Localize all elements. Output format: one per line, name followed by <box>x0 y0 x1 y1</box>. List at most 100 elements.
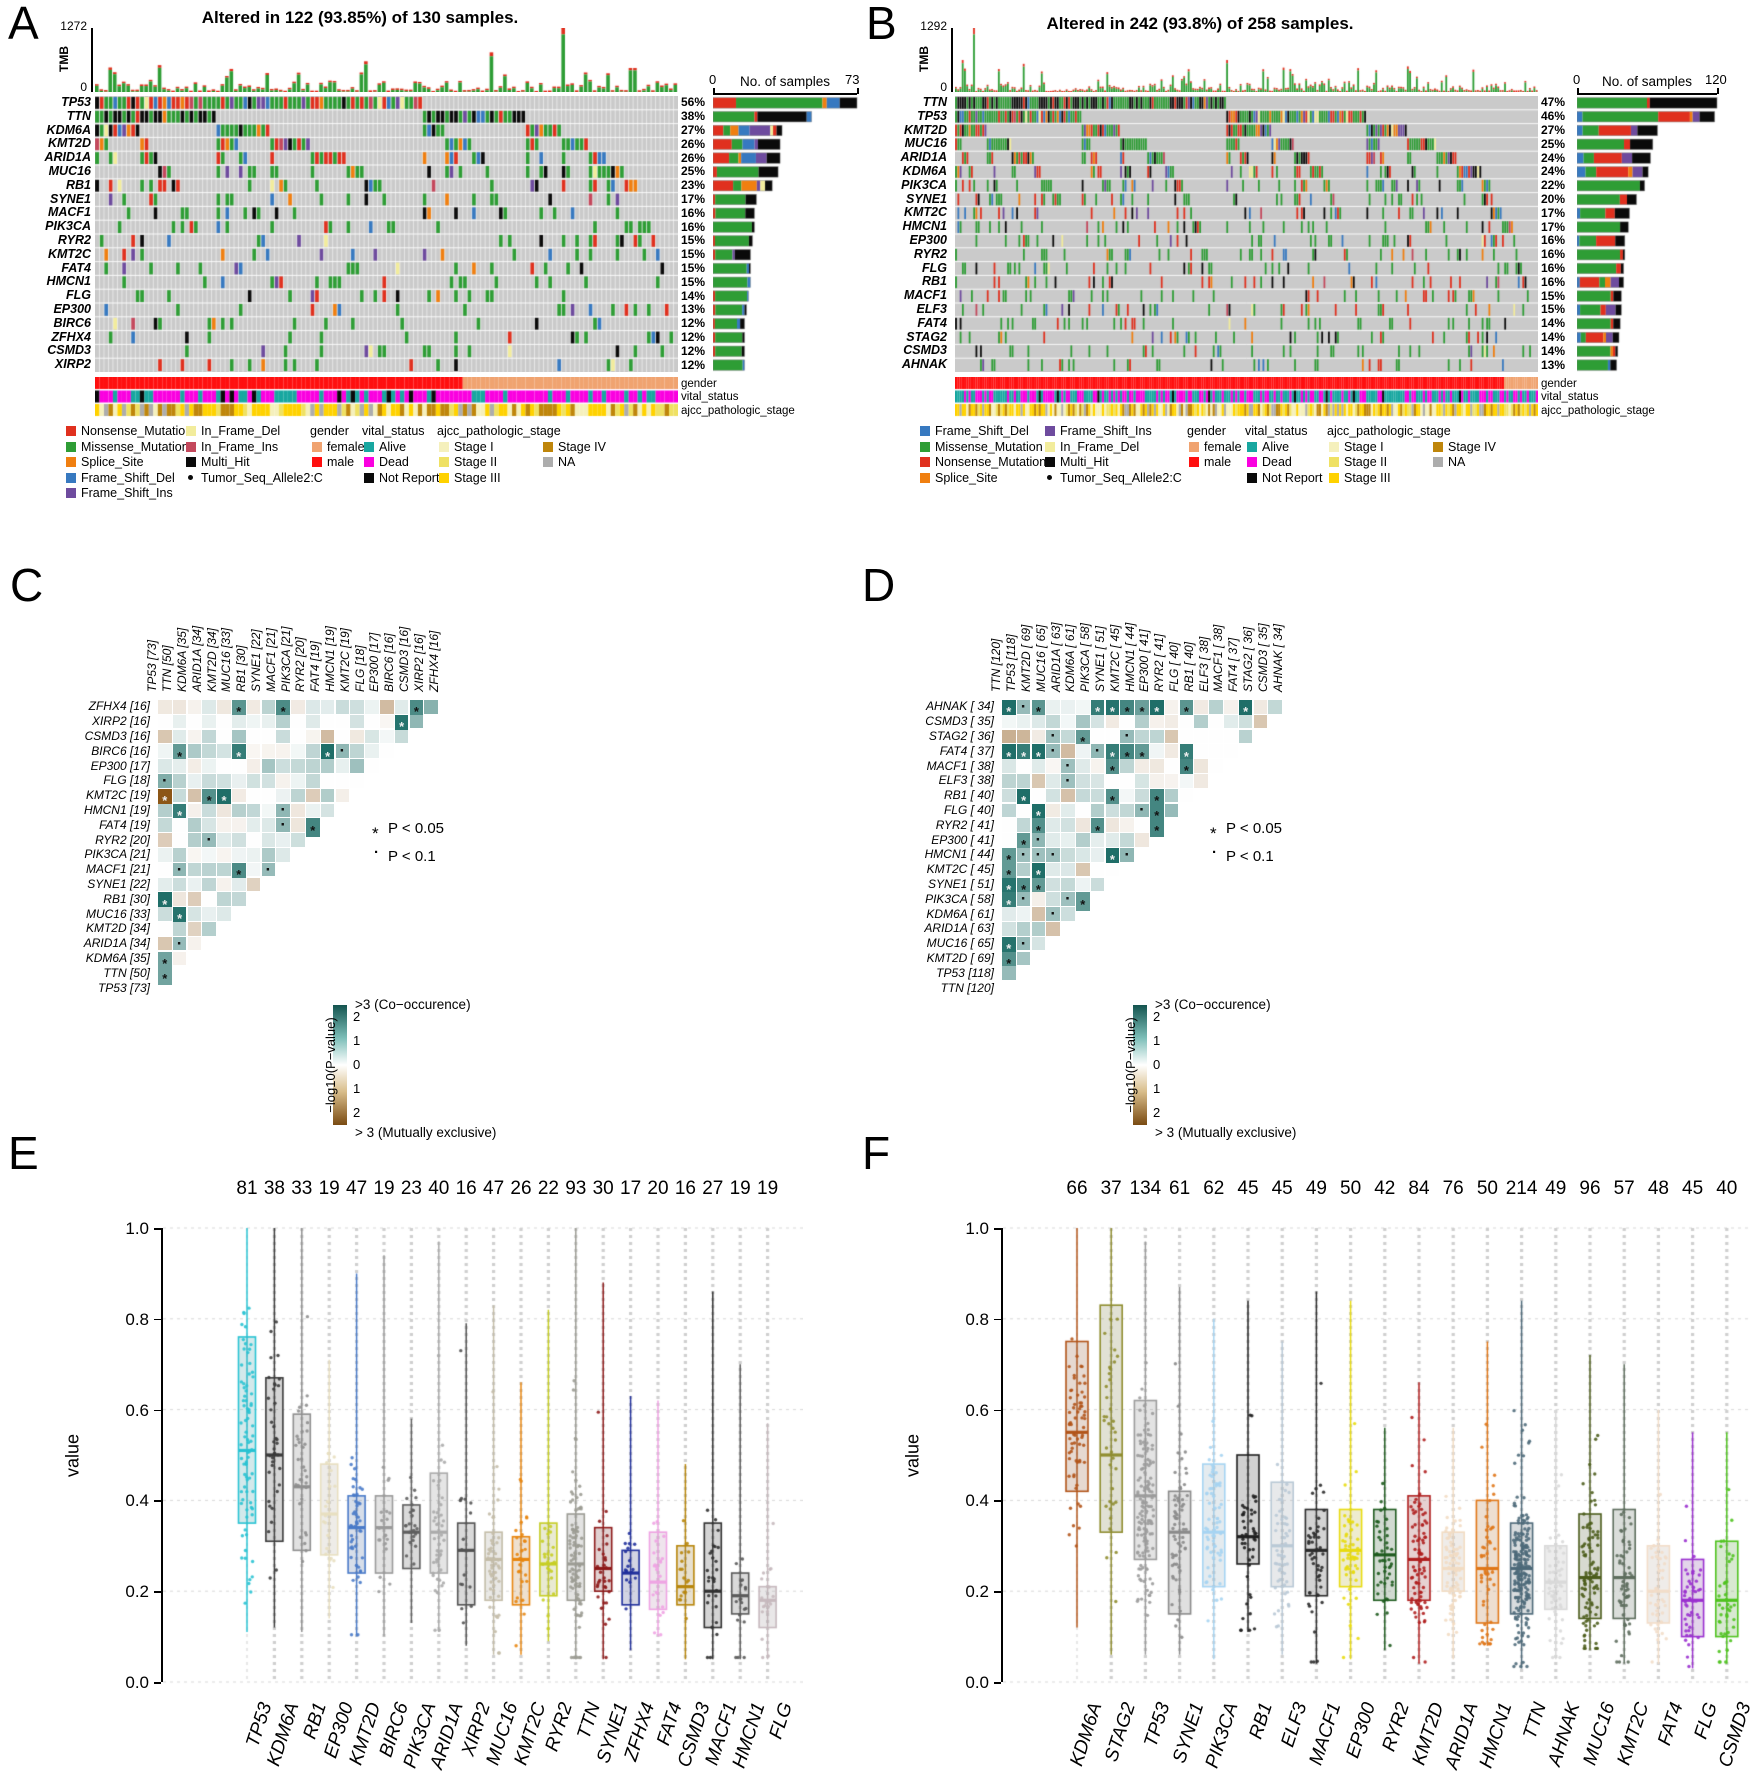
swatch-Stage IV <box>543 441 553 452</box>
heatmap-cell-AHNAK-STAG2 <box>1253 700 1268 714</box>
legend-stage-title: ajcc_pathologic_stage <box>1327 424 1451 438</box>
heatmap-cell-KMT2D-TP53 <box>1016 951 1031 966</box>
heatmap-cell-KMT2D-ARID1A <box>202 922 216 936</box>
heatmap-col-label-SYNE1: SYNE1 [22] <box>249 629 263 692</box>
box-count-KDM6A: 38 <box>263 1178 285 1199</box>
heatmap-cell-RYR2-TTN <box>1002 818 1016 832</box>
colorbar-bottom-label: > 3 (Mutually exclusive) <box>1155 1125 1297 1140</box>
heatmap-cell-RB1-KDM6A <box>187 892 202 906</box>
tmb-max-label: 1292 <box>920 19 947 33</box>
heatmap-cell-BIRC6-ARID1A <box>202 744 216 758</box>
heatmap-cell-KMT2D-TTN <box>172 922 187 936</box>
heatmap-cell-CSMD3-TP53 <box>158 729 172 744</box>
box-count-RB1: 33 <box>291 1178 313 1199</box>
heatmap-col-label-BIRC6: BIRC6 [16] <box>382 633 397 692</box>
heatmap-cell-STAG2-PIK3CA <box>1090 729 1105 744</box>
heatmap-cell-FAT4-TP53 <box>158 818 172 832</box>
heatmap-cell-ELF3-TP53 <box>1016 774 1031 788</box>
box-count-TP53: 134 <box>1129 1178 1162 1199</box>
colorbar-tick-0: 2 <box>353 1009 361 1024</box>
heatmap-col-label-EP300: EP300 [17] <box>367 632 382 692</box>
heatmap-row-label-KMT2D: KMT2D [34] <box>85 921 150 936</box>
heatmap-cell-CSMD3-RB1 <box>1194 714 1208 729</box>
y-tick-F-1.0 <box>994 1228 1001 1230</box>
legend-mutation-Multi_Hit: Multi_Hit <box>1045 455 1109 469</box>
heatmap-cell-KMT2C-KMT2D: * <box>217 788 231 808</box>
gene-label-FAT4: FAT4 <box>917 315 947 330</box>
gene-pct-CSMD3: 12% <box>681 343 706 358</box>
heatmap-cell-STAG2-ARID1A <box>1061 729 1075 744</box>
heatmap-cell-CSMD3-MUC16 <box>232 729 246 744</box>
legend-vital-Alive: Alive <box>364 440 406 454</box>
heatmap-cell-PIK3CA-TP53: · <box>1016 889 1031 908</box>
heatmap-cell-RYR2-ARID1A: · <box>202 830 216 849</box>
colorbar-tick-3: 1 <box>1153 1081 1161 1096</box>
heatmap-cell-STAG2-TTN <box>1002 729 1016 744</box>
heatmap-cell-MACF1-KMT2D <box>1031 759 1046 773</box>
heatmap-cell-HMCN1-TP53 <box>158 803 172 818</box>
gene-label-BIRC6: BIRC6 <box>53 315 91 330</box>
heatmap-row-label-PIK3CA: PIK3CA [ 58] <box>925 891 994 906</box>
p-legend-text-0: P < 0.05 <box>388 820 445 837</box>
swatch-Not Report <box>364 472 374 483</box>
heatmap-cell-XIRP2-RYR2 <box>306 714 320 729</box>
heatmap-cell-KDM6A-TTN <box>1002 907 1016 921</box>
heatmap-col-label-TP53: TP53 [118] <box>1004 634 1019 692</box>
heatmap-row-label-EP300: EP300 [17] <box>90 758 150 773</box>
heatmap-cell-EP300-MUC16 <box>232 759 246 773</box>
heatmap-cell-CSMD3-SYNE1 <box>261 729 276 744</box>
track-label-ajcc_pathologic_stage: ajcc_pathologic_stage <box>1541 404 1655 417</box>
heatmap-cell-ZFHX4-FAT4 <box>320 700 335 714</box>
heatmap-cell-ELF3-EP300 <box>1150 774 1164 788</box>
heatmap-cell-RYR2-MUC16 <box>232 833 246 847</box>
swatch-In_Frame_Ins <box>186 441 196 452</box>
heatmap-cell-CSMD3-KDM6A <box>187 729 202 744</box>
heatmap-cell-KMT2C-KDM6A <box>187 788 202 803</box>
heatmap-col-label-KDM6A: KDM6A [ 61] <box>1063 624 1078 692</box>
heatmap-cell-BIRC6-RB1 <box>246 744 261 758</box>
box-count-MACF1: 27 <box>702 1178 724 1199</box>
swatch-male <box>312 457 322 467</box>
heatmap-cell-BIRC6-EP300 <box>380 744 394 758</box>
heatmap-cell-STAG2-KMT2C: · <box>1120 726 1134 745</box>
heatmap-col-label-AHNAK: AHNAK [ 34] <box>1270 623 1285 692</box>
heatmap-cell-KMT2C-SYNE1 <box>1105 862 1120 877</box>
gene-pct-RYR2: 15% <box>681 233 706 248</box>
swatch-Alive <box>1247 441 1257 452</box>
heatmap-cell-MUC16-TTN: * <box>172 907 187 926</box>
gene-label-ARID1A: ARID1A <box>44 150 91 165</box>
heatmap-cell-RB1-KMT2D <box>217 892 231 906</box>
heatmap-cell-ZFHX4-KMT2C <box>350 700 364 714</box>
heatmap-cell-SYNE1-KMT2D <box>217 877 231 892</box>
heatmap-cell-CSMD3-KMT2D <box>217 729 231 744</box>
heatmap-cell-MACF1-TP53 <box>1016 759 1031 773</box>
heatmap-cell-FLG-PIK3CA <box>1090 803 1105 818</box>
gene-label-KMT2D: KMT2D <box>903 122 947 137</box>
gene-label-MACF1: MACF1 <box>47 205 91 220</box>
heatmap-cell-FAT4-HMCN1: * <box>1135 744 1149 764</box>
heatmap-row-label-RYR2: RYR2 [20] <box>95 832 150 847</box>
heatmap-cell-ZFHX4-KMT2D <box>217 700 231 714</box>
p-legend-mark-0: * <box>372 824 379 843</box>
heatmap-cell-STAG2-SYNE1 <box>1105 729 1120 744</box>
heatmap-col-label-ARID1A: ARID1A [34] <box>189 625 204 692</box>
colorbar <box>333 1005 347 1125</box>
box-count-AHNAK: 49 <box>1545 1178 1567 1199</box>
heatmap-cell-CSMD3-KDM6A <box>1076 714 1090 729</box>
swatch-Stage II <box>439 457 449 467</box>
y-tick-label-F-0.2: 0.2 <box>965 1582 989 1602</box>
tmb-axis-title: TMB <box>917 46 931 72</box>
heatmap-col-label-TTN: TTN [120] <box>989 638 1004 692</box>
heatmap-cell-AHNAK-FLG: * <box>1179 700 1194 719</box>
heatmap-cell-AHNAK-CSMD3 <box>1268 700 1282 714</box>
heatmap-cell-AHNAK-MUC16 <box>1046 700 1060 714</box>
legend-vital-Dead: Dead <box>364 455 409 469</box>
heatmap-cell-RB1-PIK3CA <box>1090 788 1105 803</box>
heatmap-cell-HMCN1-PIK3CA <box>1090 848 1105 862</box>
box-count-FAT4: 20 <box>647 1178 669 1199</box>
heatmap-cell-STAG2-TP53 <box>1016 729 1031 744</box>
heatmap-cell-CSMD3-SYNE1 <box>1105 714 1120 729</box>
heatmap-cell-RYR2-KMT2C <box>1120 818 1134 832</box>
heatmap-row-label-ZFHX4: ZFHX4 [16] <box>88 699 150 714</box>
heatmap-cell-FLG-HMCN1: · <box>1135 800 1149 819</box>
